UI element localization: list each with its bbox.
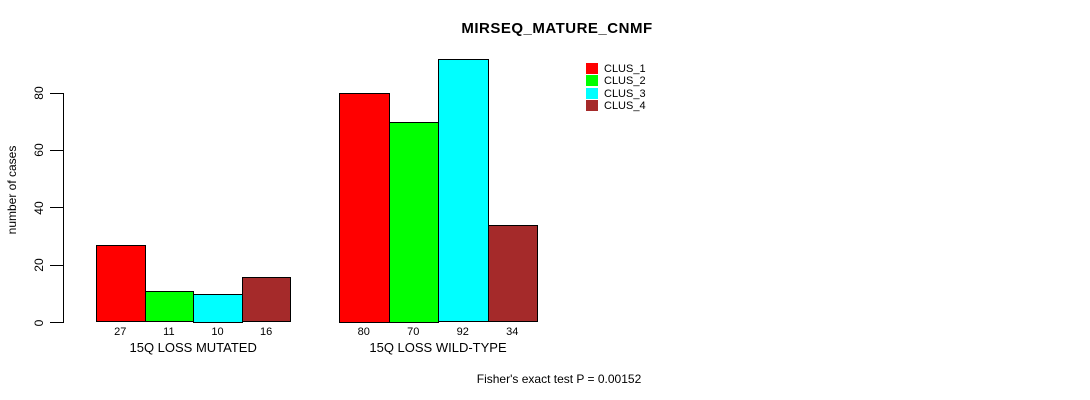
bar-clus_2-group1 [144,290,195,323]
stat-test-note: Fisher's exact test P = 0.00152 [476,372,642,386]
bar-clus_1-group1 [96,245,146,323]
bar-value-label: 16 [259,326,273,338]
y-tick [50,149,64,151]
y-tick [50,207,64,209]
legend-label-clus_2: CLUS_2 [604,75,646,88]
y-tick [50,322,64,323]
legend-label-clus_3: CLUS_3 [604,87,646,100]
legend-swatch-clus_2 [586,75,598,87]
bar-value-label: 80 [357,326,370,338]
y-axis-title: number of cases [5,145,19,235]
bar-clus_2-group2 [388,121,439,323]
bar-value-label: 92 [456,326,469,338]
bar-value-label: 11 [163,326,175,338]
bar-clus_3-group1 [193,293,243,323]
y-tick-label: 60 [32,143,46,158]
bar-value-label: 10 [211,326,224,338]
bar-clus_4-group1 [241,276,292,323]
legend-label-clus_1: CLUS_1 [604,63,646,75]
legend-swatch-clus_3 [586,87,598,99]
bar-value-label: 27 [114,326,127,338]
bar-clus_1-group2 [339,93,390,323]
y-tick [50,92,64,94]
category-label: 15Q LOSS WILD-TYPE [369,340,507,355]
bar-value-label: 70 [407,326,420,338]
y-tick-label: 80 [32,86,46,100]
legend-swatch-clus_4 [586,99,598,111]
bar-clus_3-group2 [438,58,489,323]
bar-value-label: 34 [506,326,519,338]
y-tick-label: 20 [32,258,46,272]
y-tick [50,264,64,266]
y-tick-label: 0 [32,319,46,326]
legend-label-clus_4: CLUS_4 [604,99,646,112]
bar-clus_4-group2 [487,224,538,323]
legend-swatch-clus_1 [586,63,598,74]
chart-title: MIRSEQ_MATURE_CNMF [461,20,653,37]
category-label: 15Q LOSS MUTATED [129,340,257,355]
y-tick-label: 40 [32,201,46,215]
